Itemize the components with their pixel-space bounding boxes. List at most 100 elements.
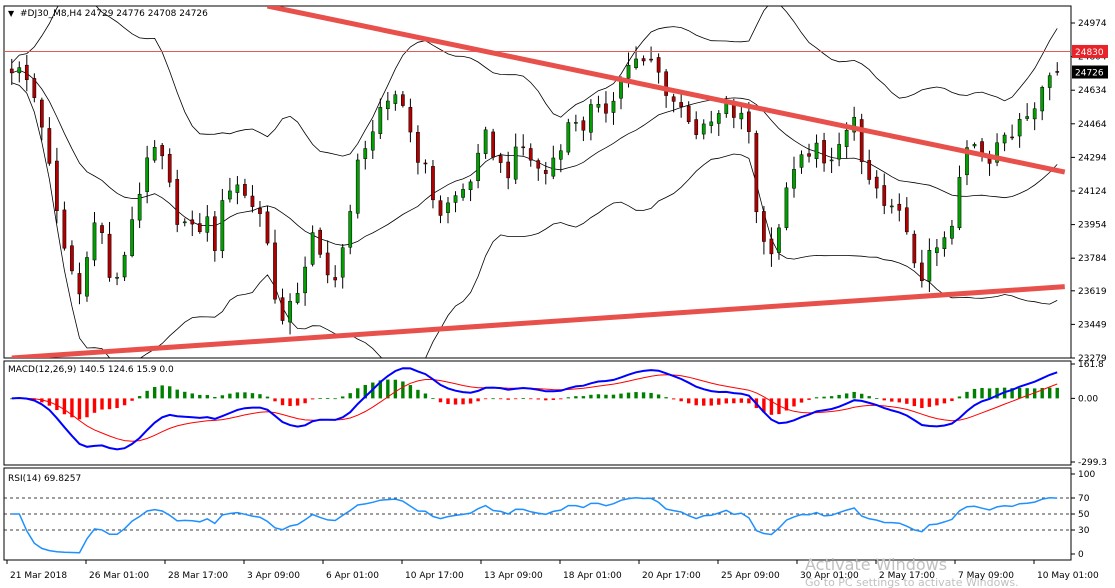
candle (228, 177, 232, 203)
time-tick-label: 2 May 17:00 (879, 571, 935, 581)
candle (303, 256, 307, 306)
bollinger-bands (11, 6, 1058, 358)
macd-histogram-bar (461, 398, 465, 405)
candle-body (589, 104, 593, 133)
candle (799, 150, 804, 174)
macd-histogram-bar (220, 395, 225, 399)
candle (288, 293, 292, 335)
candle-body (243, 184, 247, 196)
macd-histogram-bar (175, 389, 179, 399)
candle-body (679, 102, 684, 108)
rsi-axis: 100 70 50 30 0 (1071, 470, 1095, 560)
macd-histogram-bar (160, 385, 164, 399)
candle (558, 144, 563, 173)
candle (24, 54, 29, 92)
candle-body (47, 128, 52, 164)
macd-histogram-bar (122, 398, 127, 406)
macd-histogram-bar (987, 388, 992, 399)
macd-histogram-bar (596, 394, 601, 399)
candle (476, 144, 480, 189)
macd-histogram-bar (626, 392, 631, 399)
price-tick-label: 24464 (1078, 120, 1107, 130)
macd-histogram-bar (709, 398, 713, 406)
candle-body (498, 155, 503, 163)
macd-histogram-bar (513, 398, 518, 400)
macd-histogram-bar (235, 392, 240, 399)
candle-body (9, 68, 14, 74)
candle-body (536, 160, 541, 169)
candle-body (205, 216, 210, 233)
candle-body (777, 227, 781, 253)
candle-body (77, 273, 82, 295)
trendline-ascending[interactable] (11, 284, 1065, 358)
candle (85, 251, 89, 302)
candle (649, 46, 653, 63)
macd-histogram-bar (363, 384, 367, 399)
macd-histogram-bar (807, 398, 811, 400)
candle (611, 92, 616, 125)
candle-body (1025, 116, 1030, 119)
candle-body (62, 209, 67, 249)
candle (965, 140, 969, 186)
macd-tick-label: 161.8 (1078, 360, 1104, 370)
time-tick-label: 3 Apr 09:00 (247, 571, 300, 581)
candle (762, 205, 766, 255)
candle-body (709, 121, 714, 126)
candle-body (799, 154, 804, 168)
candle (671, 93, 676, 113)
candle-body (950, 225, 954, 239)
rsi-tick-label: 0 (1078, 550, 1084, 560)
macd-histogram-bar (356, 388, 360, 399)
macd-histogram-bar (446, 398, 450, 405)
macd-histogram-bar (671, 398, 676, 400)
candle (431, 160, 435, 209)
candle (521, 134, 526, 156)
candle (280, 288, 285, 325)
candle-body (641, 58, 646, 62)
macd-histogram-bar (935, 398, 939, 406)
macd-histogram-bar (694, 398, 698, 406)
price-tick-label: 24294 (1078, 153, 1107, 163)
candle (867, 149, 872, 185)
candle-body (273, 242, 277, 300)
macd-histogram-bar (205, 395, 210, 399)
rsi-tick-label: 100 (1078, 470, 1095, 480)
macd-histogram-bar (318, 397, 322, 399)
candle-body (167, 153, 172, 183)
time-tick-label: 21 Mar 2018 (10, 571, 67, 581)
candle-body (416, 132, 420, 163)
chart-title: #DJ30_M8,H4 24729 24776 24708 24726 (20, 9, 208, 19)
macd-axis: 161.8 0.00 -299.3 (1071, 360, 1107, 468)
candle (130, 206, 134, 258)
trendline-descending[interactable] (266, 6, 1066, 175)
candle (197, 213, 202, 234)
candle-body (220, 200, 225, 251)
candle (62, 201, 67, 251)
macd-histogram-bar (341, 396, 345, 399)
candle-body (543, 170, 548, 174)
candle-body (446, 202, 450, 213)
candle (904, 197, 909, 235)
macd-histogram-bar (250, 393, 255, 399)
candle-body (574, 122, 578, 124)
macd-histogram-bar (401, 381, 405, 399)
candle (822, 132, 826, 172)
main-price-panel (3, 5, 1072, 359)
bollinger-lower-line (11, 82, 1058, 358)
macd-histogram-bar (784, 398, 789, 411)
candle (401, 91, 405, 108)
macd-histogram-bar (190, 393, 194, 399)
candle (160, 143, 165, 170)
candle (468, 179, 473, 202)
candle (137, 182, 142, 229)
candle (814, 134, 819, 168)
candle-body (701, 123, 706, 135)
candle-body (160, 145, 165, 157)
candle-body (39, 99, 44, 128)
candle-body (754, 133, 759, 213)
macd-histogram-bar (198, 394, 202, 399)
candle (408, 98, 413, 143)
macd-histogram-bar (717, 398, 721, 405)
candle (634, 46, 638, 70)
